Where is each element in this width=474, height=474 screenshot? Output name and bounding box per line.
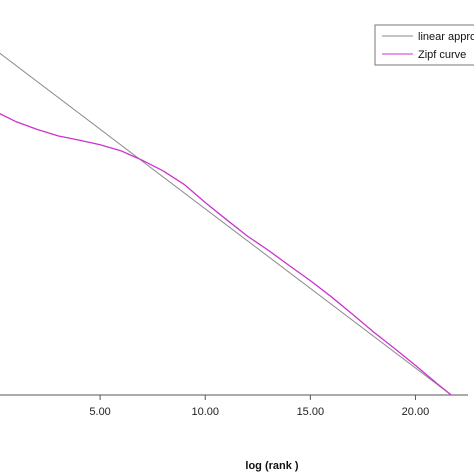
plot-area: 5.00 10.00 15.00 20.00 <box>0 52 468 418</box>
x-tick-label: 15.00 <box>297 406 325 418</box>
legend-label-linear-approximation: linear appro <box>418 31 474 43</box>
x-tick-label: 20.00 <box>402 406 430 418</box>
series-zipf-curve <box>0 112 452 396</box>
x-ticks: 5.00 10.00 15.00 20.00 <box>89 395 429 418</box>
legend: linear appro Zipf curve <box>374 24 474 66</box>
legend-label-zipf-curve: Zipf curve <box>418 49 466 61</box>
series-group <box>0 52 452 396</box>
x-tick-label: 10.00 <box>191 406 219 418</box>
x-tick-label: 5.00 <box>89 406 110 418</box>
x-axis-label: log (rank ) <box>245 460 299 472</box>
series-linear-approximation <box>0 52 452 396</box>
legend-box <box>374 24 474 66</box>
